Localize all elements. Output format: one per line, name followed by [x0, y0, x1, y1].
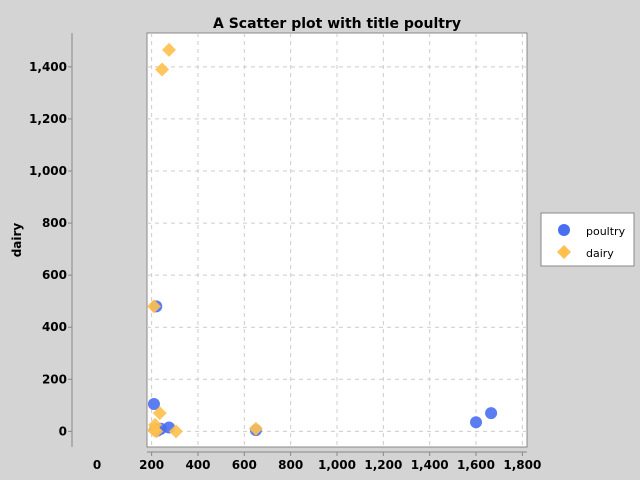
x-tick-label: 1,600: [457, 458, 495, 472]
y-tick-label: 600: [42, 268, 67, 282]
grid-lines: [147, 33, 527, 447]
y-tick-label: 800: [42, 216, 67, 230]
x-tick-label: 800: [278, 458, 303, 472]
y-tick-label: 1,400: [29, 60, 67, 74]
x-tick-label: 1,800: [503, 458, 541, 472]
legend-box: [540, 212, 635, 267]
x-tick-label: 400: [185, 458, 210, 472]
point-poultry: [485, 407, 498, 420]
y-tick-label: 400: [42, 320, 67, 334]
y-tick-label: 0: [59, 424, 67, 438]
x-tick-label: 200: [139, 458, 164, 472]
data-points: [146, 42, 498, 439]
point-poultry: [147, 398, 160, 411]
legend-marker-poultry: [558, 224, 570, 236]
x-tick-label: 1,000: [318, 458, 356, 472]
plot-area: [146, 32, 528, 448]
y-axis-ticks: 0 200 400 600 800 1,000 1,200 1,400: [29, 60, 72, 438]
x-tick-label: 600: [232, 458, 257, 472]
legend-label-poultry: poultry: [586, 225, 626, 238]
y-axis-label: dairy: [10, 223, 24, 258]
legend-label-dairy: dairy: [586, 247, 614, 260]
point-dairy: [155, 62, 170, 77]
chart-title: A Scatter plot with title poultry: [213, 16, 461, 32]
y-tick-label: 1,000: [29, 164, 67, 178]
point-dairy: [162, 42, 177, 57]
point-dairy: [149, 424, 164, 439]
point-dairy: [152, 406, 167, 421]
x-extra-tick-label: 0: [93, 458, 101, 472]
y-tick-label: 1,200: [29, 112, 67, 126]
point-dairy: [168, 424, 183, 439]
point-dairy: [248, 421, 263, 436]
x-axis-ticks: 200 400 600 800 1,000 1,200 1,400 1,600 1,800: [139, 452, 541, 472]
x-tick-label: 1,400: [411, 458, 449, 472]
legend-marker-dairy: [557, 245, 571, 259]
x-tick-label: 1,200: [364, 458, 402, 472]
y-tick-label: 200: [42, 372, 67, 386]
point-poultry: [470, 416, 483, 429]
point-dairy: [146, 299, 161, 314]
legend: poultry dairy: [540, 212, 635, 267]
